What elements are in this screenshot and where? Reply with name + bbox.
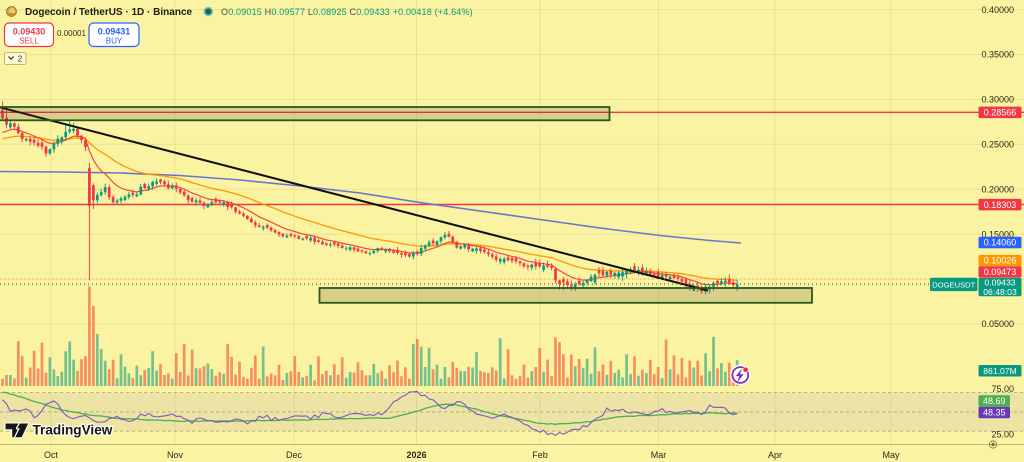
svg-text:0.14060: 0.14060 <box>984 238 1017 248</box>
svg-text:0.09433: 0.09433 <box>984 277 1015 287</box>
svg-text:Feb: Feb <box>532 450 548 460</box>
svg-text:48.69: 48.69 <box>983 396 1006 406</box>
svg-text:0.25000: 0.25000 <box>981 140 1014 150</box>
svg-text:May: May <box>882 450 900 460</box>
svg-text:0.40000: 0.40000 <box>981 5 1014 15</box>
svg-text:0.00001: 0.00001 <box>57 29 86 38</box>
svg-text:06:48:03: 06:48:03 <box>983 287 1017 297</box>
svg-text:DOGEUSDT: DOGEUSDT <box>932 281 975 290</box>
svg-text:0.15000: 0.15000 <box>981 229 1014 239</box>
svg-text:0.18303: 0.18303 <box>984 200 1017 210</box>
svg-text:TradingView: TradingView <box>33 423 113 438</box>
svg-text:2026: 2026 <box>406 450 426 460</box>
svg-text:Apr: Apr <box>768 450 782 460</box>
svg-text:0.35000: 0.35000 <box>981 50 1014 60</box>
svg-text:0.09430: 0.09430 <box>13 27 46 37</box>
svg-text:0.30000: 0.30000 <box>981 95 1014 105</box>
svg-text:SELL: SELL <box>19 37 39 46</box>
svg-text:O0.09015 H0.09577 L0.08925 C0.: O0.09015 H0.09577 L0.08925 C0.09433 +0.0… <box>221 7 473 17</box>
svg-text:0.09473: 0.09473 <box>984 267 1017 277</box>
svg-text:0.28566: 0.28566 <box>984 107 1017 117</box>
svg-text:2: 2 <box>18 54 23 64</box>
svg-text:0.20000: 0.20000 <box>981 184 1014 194</box>
svg-text:Dec: Dec <box>286 450 303 460</box>
svg-text:0.09431: 0.09431 <box>98 27 131 37</box>
svg-text:861.07M: 861.07M <box>983 366 1016 376</box>
svg-text:BUY: BUY <box>106 37 123 46</box>
svg-text:Nov: Nov <box>167 450 184 460</box>
svg-text:48.35: 48.35 <box>983 408 1006 418</box>
svg-text:75.00: 75.00 <box>991 384 1014 394</box>
svg-text:Dogecoin / TetherUS · 1D · Bin: Dogecoin / TetherUS · 1D · Binance <box>25 7 192 18</box>
svg-text:Mar: Mar <box>651 450 667 460</box>
svg-text:0.05000: 0.05000 <box>981 319 1014 329</box>
svg-text:25.00: 25.00 <box>991 429 1014 439</box>
svg-text:0.10026: 0.10026 <box>984 256 1017 266</box>
svg-text:Oct: Oct <box>44 450 59 460</box>
